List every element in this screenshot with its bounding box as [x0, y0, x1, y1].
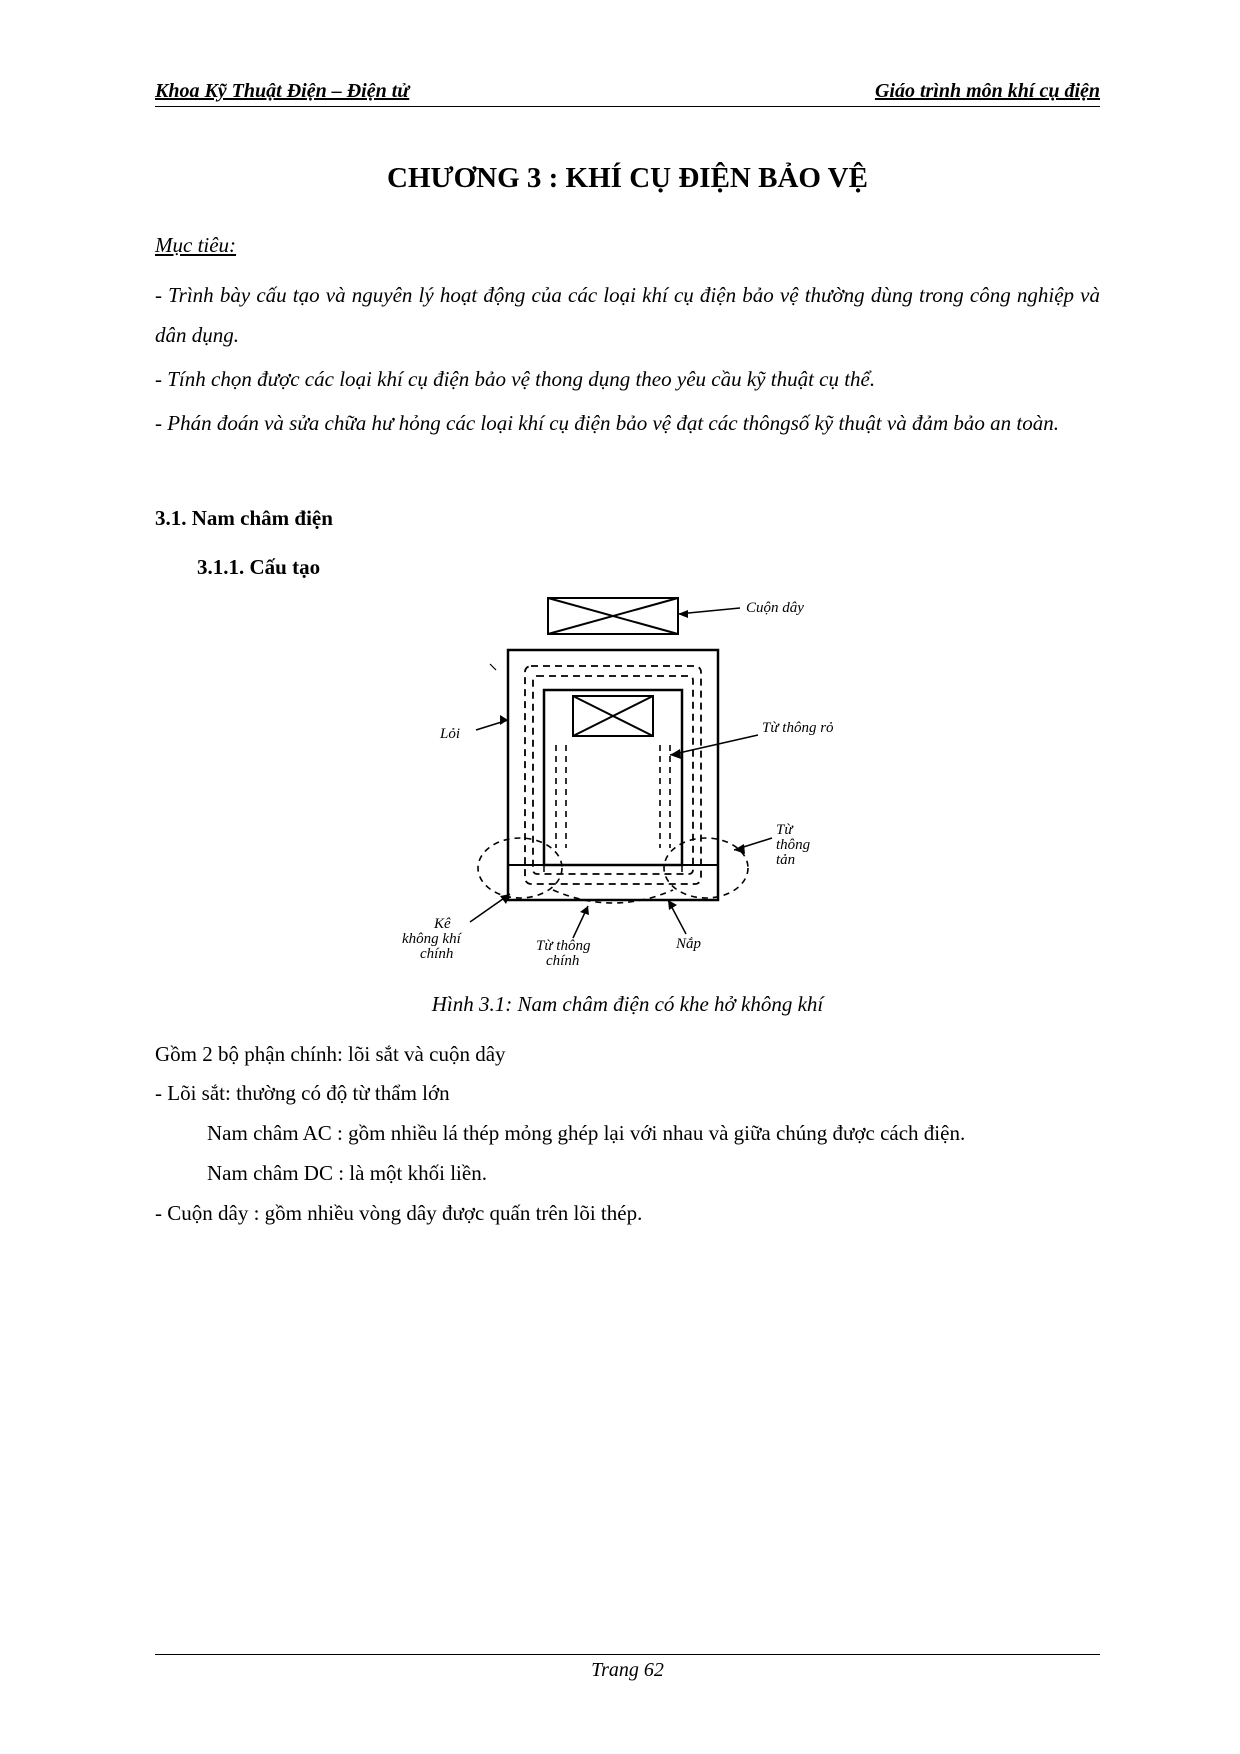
para-4: Nam châm DC : là một khối liền.	[155, 1154, 1100, 1194]
para-3: Nam châm AC : gồm nhiều lá thép mỏng ghé…	[155, 1114, 1100, 1154]
page-footer: Trang 62	[155, 1654, 1100, 1682]
objective-1: - Trình bày cấu tạo và nguyên lý hoạt độ…	[155, 276, 1100, 356]
footer-divider	[155, 1654, 1100, 1655]
label-tu-thong-chinh: Từ thông chính	[536, 938, 594, 969]
para-1: Gồm 2 bộ phận chính: lõi sắt và cuộn dây	[155, 1035, 1100, 1075]
figure-3-1: Cuộn dây	[155, 590, 1100, 980]
section-3-1: 3.1. Nam châm điện	[155, 506, 1100, 531]
label-tu-thong-tan: Từ thông tản	[776, 822, 814, 868]
objectives-label: Mục tiêu:	[155, 233, 1100, 258]
figure-caption: Hình 3.1: Nam châm điện có khe hở không …	[155, 992, 1100, 1017]
para-2: - Lõi sắt: thường có độ từ thẩm lớn	[155, 1074, 1100, 1114]
objective-3: - Phán đoán và sửa chữa hư hỏng các loại…	[155, 404, 1100, 444]
header-right: Giáo trình môn khí cụ điện	[875, 80, 1100, 103]
page-number: Trang 62	[155, 1659, 1100, 1682]
objective-2: - Tính chọn được các loại khí cụ điện bả…	[155, 360, 1100, 400]
header-left: Khoa Kỹ Thuật Điện – Điện tử	[155, 80, 409, 103]
page-content: Khoa Kỹ Thuật Điện – Điện tử Giáo trình …	[0, 0, 1240, 1294]
para-5: - Cuộn dây : gồm nhiều vòng dây được quấ…	[155, 1194, 1100, 1234]
header-divider	[155, 106, 1100, 107]
section-3-1-1: 3.1.1. Cấu tạo	[197, 555, 1100, 580]
label-tu-thong-ro: Từ thông rỏ	[762, 720, 834, 736]
page-header: Khoa Kỹ Thuật Điện – Điện tử Giáo trình …	[155, 80, 1100, 103]
electromagnet-diagram: Cuộn dây	[378, 590, 878, 980]
label-nap: Nắp	[675, 936, 702, 952]
chapter-title: CHƯƠNG 3 : KHÍ CỤ ĐIỆN BẢO VỆ	[155, 162, 1100, 195]
label-loi: Lỏi	[439, 726, 460, 742]
label-cuon-day: Cuộn dây	[746, 600, 804, 616]
label-ke-khong-khi-chinh: Kê không khí chính	[402, 916, 464, 962]
